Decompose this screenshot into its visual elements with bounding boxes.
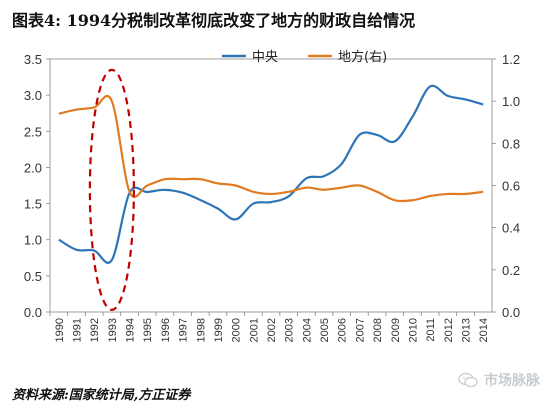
watermark: 市场脉脉 (458, 370, 540, 390)
y-left-tick-label: 0.5 (24, 269, 42, 284)
y-axis-left: 0.0 0.5 1.0 1.5 2.0 2.5 3.0 3.5 (24, 52, 50, 320)
y-left-tick-label: 1.5 (24, 197, 42, 212)
legend-label: 地方(右) (338, 49, 387, 65)
watermark-text: 市场脉脉 (484, 373, 540, 389)
title-bar: 图表4: 1994分税制改革彻底改变了地方的财政自给情况 (0, 0, 550, 36)
source-note: 资料来源:国家统计局,方正证券 (12, 388, 191, 403)
x-tick-label: 2013 (460, 318, 472, 342)
x-tick-label: 2009 (390, 318, 402, 342)
y-right-tick-label: 0.4 (502, 221, 520, 236)
y-right-tick-label: 0.8 (502, 136, 520, 151)
plot-border (49, 58, 493, 313)
chart-area: 中央 地方(右) 0.00.51.01.52.02.53.03.5 0.00.20… (24, 49, 520, 342)
y-left-tick-label: 2.0 (24, 160, 42, 175)
y-left-tick-label: 1.0 (24, 233, 42, 248)
x-tick-label: 1993 (107, 318, 119, 342)
y-right-tick-label: 1.0 (502, 94, 520, 109)
x-tick-label: 1992 (89, 318, 101, 342)
x-tick-label: 2010 (407, 318, 419, 342)
y-right-tick-label: 0.6 (502, 179, 520, 194)
x-axis: 1990 1991 1992 1993 1994 1995 1996 1997 1998 1999… (49, 312, 490, 342)
x-tick-label: 2003 (284, 318, 296, 342)
wechat-logo-icon (458, 372, 478, 388)
y-left-tick-label: 2.5 (24, 124, 42, 139)
legend-label: 中央 (252, 50, 278, 65)
x-tick-label: 1997 (178, 318, 190, 342)
y-left-tick-label: 3.0 (24, 88, 42, 103)
x-tick-label: 2004 (301, 318, 313, 342)
series-group (58, 84, 484, 264)
x-tick-label: 2002 (266, 318, 278, 342)
y-right-tick-label: 0.0 (502, 305, 520, 320)
x-tick-label: 1991 (72, 318, 84, 342)
x-tick-label: 1995 (142, 318, 154, 342)
y-left-tick-label: 0.0 (24, 305, 42, 320)
x-tick-label: 2001 (248, 318, 260, 342)
x-tick-label: 1996 (160, 318, 172, 342)
annotation-group (88, 68, 135, 311)
x-tick-label: 2014 (478, 318, 490, 342)
y-left-tick-label: 3.5 (24, 52, 42, 67)
x-tick-label: 2007 (354, 318, 366, 342)
x-tick-label: 2011 (425, 318, 437, 342)
x-tick-label: 2006 (337, 318, 349, 342)
plot-frame (49, 58, 493, 313)
x-tick-label: 1999 (213, 318, 225, 342)
series-line-central (58, 84, 484, 264)
x-tick-label: 1990 (54, 318, 66, 342)
y-right-tick-label: 0.2 (502, 263, 520, 278)
chart-title: 图表4: 1994分税制改革彻底改变了地方的财政自给情况 (12, 11, 416, 30)
annotation-ellipse (88, 68, 135, 311)
series-line-local (58, 94, 484, 203)
y-axis-right: 0.0 0.2 0.4 0.6 0.8 1.0 1.2 (492, 52, 520, 320)
x-tick-label: 2012 (443, 318, 455, 342)
x-tick-label: 2008 (372, 318, 384, 342)
chart-legend: 中央 地方(右) (222, 49, 387, 65)
x-tick-label: 1998 (195, 318, 207, 342)
x-tick-label: 2000 (231, 318, 243, 342)
y-right-tick-label: 1.2 (502, 52, 520, 67)
x-tick-label: 1994 (125, 318, 137, 342)
x-tick-label: 2005 (319, 318, 331, 342)
